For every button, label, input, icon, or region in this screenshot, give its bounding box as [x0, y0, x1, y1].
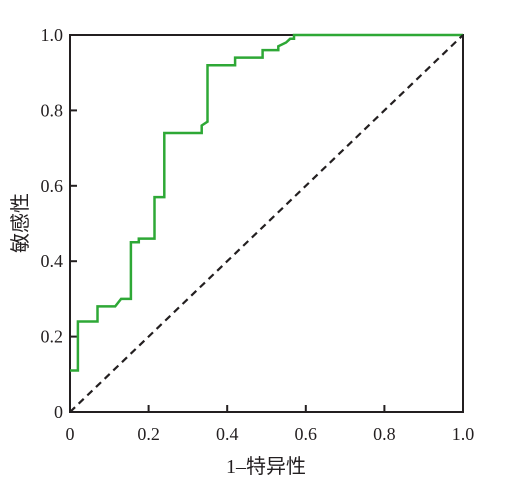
x-tick-label: 0.4: [216, 424, 239, 444]
y-tick-label: 0.8: [41, 100, 64, 120]
series-layer: [69, 33, 464, 413]
y-tick-label: 0.2: [41, 327, 64, 347]
x-tick-label: 0.6: [295, 424, 318, 444]
y-tick-label: 0.6: [41, 176, 64, 196]
x-tick-label: 0: [66, 424, 75, 444]
y-tick-label: 1.0: [41, 25, 64, 45]
x-tick-label: 1.0: [452, 424, 475, 444]
x-axis-title: 1–特异性: [226, 455, 306, 478]
x-tick-label: 0.2: [137, 424, 160, 444]
reference-diagonal-line: [69, 34, 464, 413]
y-tick-label: 0: [54, 402, 63, 422]
axis-ticks: [70, 109, 386, 412]
roc-curve-line: [70, 33, 463, 372]
plot-frame: [69, 34, 464, 413]
x-tick-label: 0.8: [373, 424, 396, 444]
y-tick-label: 0.4: [41, 251, 64, 271]
y-axis-title: 敏感性: [9, 193, 32, 253]
tick-labels: 0 0.2 0.4 0.6 0.8 1.0 0 0.2 0.4 0.6 0.8 1.0: [41, 25, 475, 444]
